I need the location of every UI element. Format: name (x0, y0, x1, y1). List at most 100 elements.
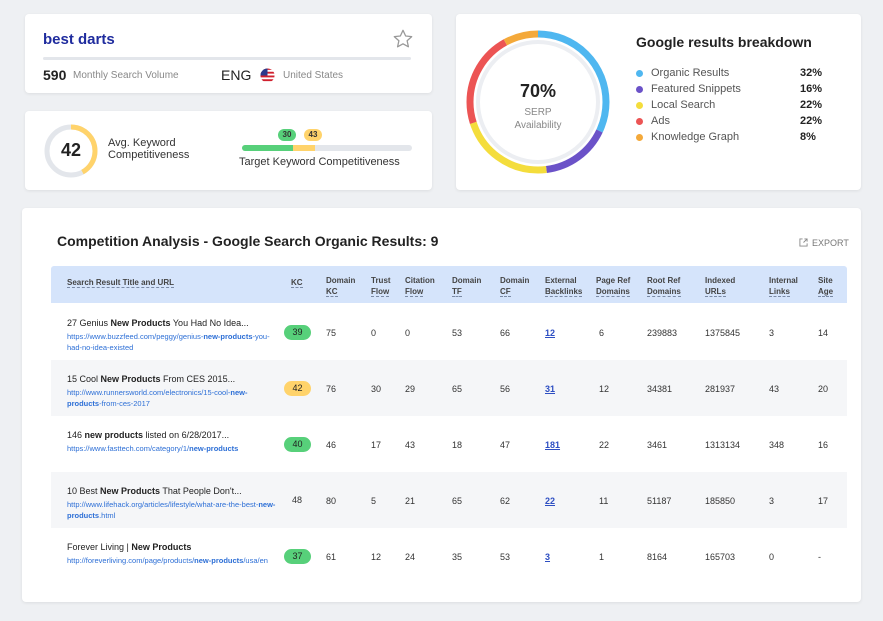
cell-site-age: 14 (818, 328, 829, 338)
kc-badge: 39 (284, 325, 311, 340)
legend-value: 22% (800, 115, 823, 127)
header-site-age[interactable]: Site Age (818, 276, 834, 297)
target-high-badge: 43 (304, 129, 322, 141)
language-code: ENG (221, 67, 252, 83)
cell-domain-kc: 80 (326, 496, 337, 506)
competitiveness-card: 42 Avg. Keyword Competitiveness 30 43 Ta… (25, 111, 432, 190)
legend-value: 22% (800, 99, 823, 111)
legend-dot (636, 70, 643, 77)
table-row: 15 Cool New Products From CES 2015... htt… (51, 360, 847, 416)
export-button[interactable]: EXPORT (799, 238, 849, 248)
result-url[interactable]: https://www.buzzfeed.com/peggy/genius-ne… (67, 332, 270, 352)
legend-dot (636, 86, 643, 93)
backlinks-link[interactable]: 31 (545, 384, 556, 394)
legend-item: Organic Results 32% (636, 67, 836, 81)
cell-citation-flow: 24 (405, 552, 416, 562)
cell-domain-tf: 65 (452, 384, 463, 394)
backlinks-link[interactable]: 181 (545, 440, 561, 450)
export-icon (799, 238, 808, 247)
result-url[interactable]: https://www.fasttech.com/category/1/new-… (67, 444, 239, 453)
cell-root-ref-domains: 239883 (647, 328, 678, 338)
legend-item: Local Search 22% (636, 99, 836, 113)
cell-indexed-urls: 165703 (705, 552, 736, 562)
cell-indexed-urls: 281937 (705, 384, 736, 394)
legend-name: Organic Results (651, 67, 730, 79)
cell-domain-kc: 46 (326, 440, 337, 450)
cell-page-ref-domains: 6 (599, 328, 605, 338)
serp-percent: 70% (519, 81, 557, 101)
header-internal-links[interactable]: Internal Links (769, 276, 798, 297)
legend-name: Local Search (651, 99, 716, 111)
legend-name: Ads (651, 115, 670, 127)
cell-internal-links: 3 (769, 328, 775, 338)
cell-internal-links: 43 (769, 384, 780, 394)
breakdown-title: Google results breakdown (636, 34, 812, 50)
target-high-segment (293, 145, 316, 151)
header-domain-cf[interactable]: Domain CF (500, 276, 530, 297)
cell-trust-flow: 17 (371, 440, 382, 450)
cell-indexed-urls: 1375845 (705, 328, 741, 338)
serp-donut-chart (466, 30, 610, 174)
backlinks-link[interactable]: 22 (545, 496, 556, 506)
legend-dot (636, 118, 643, 125)
cell-citation-flow: 21 (405, 496, 416, 506)
cell-site-age: - (818, 552, 821, 562)
cell-domain-tf: 18 (452, 440, 463, 450)
export-label: EXPORT (812, 238, 849, 248)
table-row: 27 Genius New Products You Had No Idea..… (51, 304, 847, 360)
cell-domain-tf: 35 (452, 552, 463, 562)
search-volume-label: Monthly Search Volume (73, 70, 179, 81)
backlinks-link[interactable]: 12 (545, 328, 556, 338)
cell-site-age: 16 (818, 440, 829, 450)
country-name: United States (283, 70, 344, 81)
divider (43, 57, 411, 60)
serp-slice-3 (466, 30, 610, 174)
cell-page-ref-domains: 22 (599, 440, 610, 450)
header-citation-flow[interactable]: Citation Flow (405, 276, 435, 297)
cell-site-age: 20 (818, 384, 829, 394)
header-external-backlinks[interactable]: External Backlinks (545, 276, 583, 297)
star-icon[interactable] (392, 28, 414, 50)
kc-badge: 42 (284, 381, 311, 396)
cell-root-ref-domains: 51187 (647, 496, 672, 506)
result-title[interactable]: 146 new products listed on 6/28/2017... (67, 430, 230, 440)
cell-page-ref-domains: 12 (599, 384, 610, 394)
cell-citation-flow: 43 (405, 440, 416, 450)
header-kc[interactable]: KC (291, 278, 303, 288)
result-title[interactable]: 10 Best New Products That People Don't..… (67, 486, 242, 496)
header-root-ref-domains[interactable]: Root Ref Domains (647, 276, 681, 297)
cell-domain-cf: 47 (500, 440, 511, 450)
legend-name: Knowledge Graph (651, 131, 740, 143)
result-url[interactable]: http://www.runnersworld.com/electronics/… (67, 388, 248, 408)
search-volume-value: 590 (43, 67, 67, 83)
result-url[interactable]: http://foreverliving.com/page/products/n… (67, 556, 268, 565)
header-title-url[interactable]: Search Result Title and URL (67, 278, 174, 288)
header-page-ref-domains[interactable]: Page Ref Domains (596, 276, 631, 297)
cell-root-ref-domains: 8164 (647, 552, 668, 562)
avg-kc-label: Avg. Keyword Competitiveness (108, 137, 190, 161)
result-url[interactable]: http://www.lifehack.org/articles/lifesty… (67, 500, 276, 520)
cell-internal-links: 0 (769, 552, 775, 562)
result-title[interactable]: 15 Cool New Products From CES 2015... (67, 374, 236, 384)
cell-trust-flow: 30 (371, 384, 382, 394)
table-row: 146 new products listed on 6/28/2017... h… (51, 416, 847, 472)
header-domain-tf[interactable]: Domain TF (452, 276, 482, 297)
header-trust-flow[interactable]: Trust Flow (371, 276, 391, 297)
cell-citation-flow: 29 (405, 384, 416, 394)
header-indexed-urls[interactable]: Indexed URLs (705, 276, 736, 297)
backlinks-link[interactable]: 3 (545, 552, 551, 562)
header-domain-kc[interactable]: Domain KC (326, 276, 356, 297)
cell-internal-links: 3 (769, 496, 775, 506)
result-title[interactable]: 27 Genius New Products You Had No Idea..… (67, 318, 249, 328)
result-title[interactable]: Forever Living | New Products (67, 542, 192, 552)
legend-name: Featured Snippets (651, 83, 741, 95)
cell-domain-cf: 66 (500, 328, 511, 338)
cell-domain-tf: 65 (452, 496, 463, 506)
table-row: Forever Living | New Products http://fore… (51, 528, 847, 584)
competition-title: Competition Analysis - Google Search Org… (57, 233, 439, 249)
legend-item: Featured Snippets 16% (636, 83, 836, 97)
cell-domain-kc: 76 (326, 384, 337, 394)
cell-citation-flow: 0 (405, 328, 411, 338)
cell-root-ref-domains: 3461 (647, 440, 668, 450)
target-kc-bar (242, 145, 412, 151)
